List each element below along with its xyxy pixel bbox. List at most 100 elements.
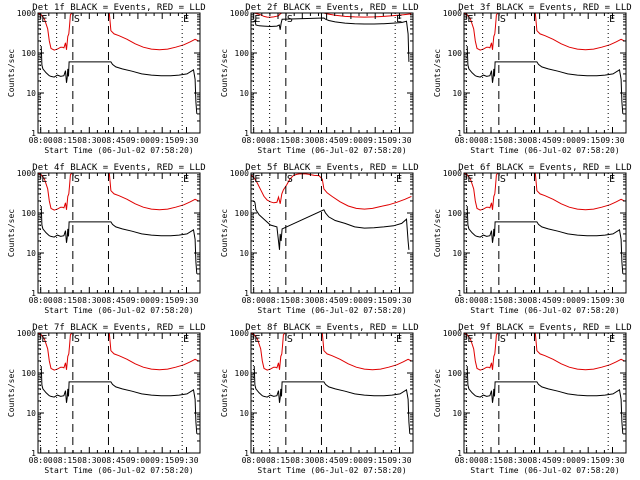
x-tick-label: 08:00: [242, 296, 266, 305]
series-group: [251, 13, 412, 62]
x-tick-label: 09:00: [126, 136, 150, 145]
x-tick-label: 09:30: [387, 296, 411, 305]
y-axis-label: Counts/sec: [433, 369, 442, 417]
marker-label-e: E: [41, 14, 47, 25]
y-tick-label: 100: [235, 209, 250, 218]
series-group: [464, 173, 625, 274]
x-tick-label: 08:00: [29, 296, 53, 305]
marker-label-s: S: [74, 14, 80, 25]
series-events-line: [253, 365, 411, 434]
chart-title: Det 3f BLACK = Events, RED = LLD: [458, 3, 631, 13]
series-group: [464, 333, 625, 434]
marker-label-e: E: [254, 334, 260, 345]
y-axis-label: Counts/sec: [7, 49, 16, 97]
x-tick-label: 08:00: [455, 456, 479, 465]
series-lld-line: [38, 13, 199, 51]
x-tick-label: 08:15: [53, 136, 77, 145]
y-tick-label: 1: [31, 449, 36, 458]
x-tick-label: 08:30: [290, 136, 314, 145]
marker-label-e: E: [41, 174, 47, 185]
chart-title: Det 6f BLACK = Events, RED = LLD: [458, 163, 631, 173]
y-tick-label: 1000: [230, 329, 249, 338]
marker-label-e: E: [254, 174, 260, 185]
y-axis-label: Counts/sec: [433, 209, 442, 257]
plot-frame: [250, 172, 414, 294]
x-tick-label: 09:15: [576, 136, 600, 145]
x-tick-label: 09:30: [600, 456, 624, 465]
y-tick-label: 100: [235, 369, 250, 378]
x-tick-label: 08:30: [77, 456, 101, 465]
series-events-line: [253, 17, 410, 62]
series-lld-line: [464, 13, 625, 51]
series-group: [38, 13, 199, 114]
x-axis-label: Start Time (06-Jul-02 07:58:20): [44, 466, 193, 475]
x-tick-label: 09:30: [387, 136, 411, 145]
y-tick-label: 100: [22, 209, 37, 218]
y-tick-label: 1: [244, 449, 249, 458]
x-tick-label: 08:30: [503, 296, 527, 305]
x-tick-label: 08:45: [315, 456, 339, 465]
x-tick-label: 09:30: [387, 456, 411, 465]
series-group: [464, 13, 625, 114]
x-tick-label: 08:45: [102, 296, 126, 305]
x-axis-label: Start Time (06-Jul-02 07:58:20): [470, 306, 619, 315]
series-events-line: [466, 205, 624, 274]
x-tick-label: 09:15: [363, 456, 387, 465]
series-lld-line: [38, 173, 199, 211]
y-tick-label: 1000: [230, 169, 249, 178]
marker-label-e: E: [609, 174, 615, 185]
y-tick-label: 10: [239, 89, 249, 98]
y-tick-label: 10: [239, 249, 249, 258]
chart-title: Det 2f BLACK = Events, RED = LLD: [245, 3, 418, 13]
chart-title: Det 7f BLACK = Events, RED = LLD: [32, 323, 205, 333]
series-events-line: [40, 205, 198, 274]
x-axis-label: Start Time (06-Jul-02 07:58:20): [44, 146, 193, 155]
y-axis-label: Counts/sec: [220, 369, 229, 417]
marker-label-s: S: [500, 14, 506, 25]
marker-label-s: S: [500, 334, 506, 345]
y-tick-label: 10: [239, 409, 249, 418]
x-tick-label: 09:15: [576, 456, 600, 465]
x-tick-label: 09:15: [363, 136, 387, 145]
x-tick-label: 08:45: [528, 296, 552, 305]
x-tick-label: 08:45: [528, 456, 552, 465]
x-tick-label: 08:30: [503, 456, 527, 465]
plot-frame: [463, 332, 627, 454]
x-tick-label: 08:15: [53, 296, 77, 305]
y-tick-label: 1000: [17, 329, 36, 338]
y-axis-label: Counts/sec: [220, 209, 229, 257]
y-axis-label: Counts/sec: [7, 369, 16, 417]
y-tick-label: 1: [31, 289, 36, 298]
y-tick-label: 1000: [443, 9, 462, 18]
x-tick-label: 08:45: [102, 136, 126, 145]
y-tick-label: 1000: [17, 9, 36, 18]
y-axis-label: Counts/sec: [220, 49, 229, 97]
y-tick-label: 1000: [443, 329, 462, 338]
plot-frame: [37, 12, 201, 134]
y-tick-label: 10: [26, 249, 36, 258]
x-axis-label: Start Time (06-Jul-02 07:58:20): [470, 146, 619, 155]
plot-frame: [250, 332, 414, 454]
series-lld-line: [251, 13, 412, 18]
y-tick-label: 1: [457, 129, 462, 138]
x-tick-label: 09:15: [150, 136, 174, 145]
y-tick-label: 10: [452, 249, 462, 258]
x-tick-label: 09:30: [174, 136, 198, 145]
series-lld-line: [38, 333, 199, 371]
x-tick-label: 08:30: [290, 296, 314, 305]
series-events-line: [253, 200, 410, 250]
y-tick-label: 100: [235, 49, 250, 58]
x-tick-label: 09:00: [339, 456, 363, 465]
x-tick-label: 08:15: [266, 136, 290, 145]
x-tick-label: 08:30: [77, 136, 101, 145]
x-axis-label: Start Time (06-Jul-02 07:58:20): [257, 306, 406, 315]
x-tick-label: 09:00: [339, 136, 363, 145]
y-tick-label: 1: [457, 449, 462, 458]
x-tick-label: 08:15: [479, 296, 503, 305]
x-axis-label: Start Time (06-Jul-02 07:58:20): [257, 466, 406, 475]
